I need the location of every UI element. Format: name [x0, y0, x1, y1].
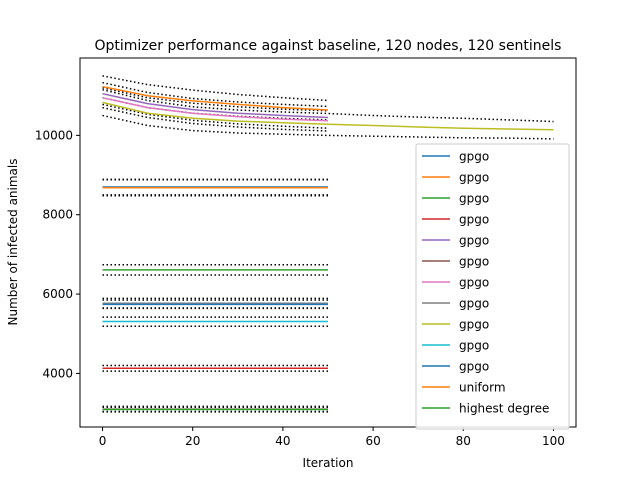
legend: gpgo gpgo gpgo gpgo gpgo gpgo gpgo gpgo gpgo gpgo… [415, 143, 570, 430]
plot-frame [79, 57, 577, 428]
y-tick-label: 6000 [42, 287, 73, 301]
legend-label: gpgo [459, 192, 489, 206]
x-tick-label: 60 [365, 434, 380, 448]
confidence-bound-line [102, 88, 554, 123]
x-tick-label: 100 [542, 434, 565, 448]
y-tick-label: 10000 [35, 128, 73, 142]
confidence-bound-line [102, 96, 329, 121]
legend-label: gpgo [459, 360, 489, 374]
legend-label: highest degree [459, 402, 549, 416]
x-tick-label: 80 [456, 434, 471, 448]
series-lines [102, 85, 554, 411]
x-tick-label: 40 [275, 434, 290, 448]
series-line [102, 92, 329, 119]
series-line [102, 96, 329, 122]
axis-ticks: 0 20 40 60 80 100 4000 6000 8000 10000 [35, 128, 565, 448]
legend-label: gpgo [459, 150, 489, 164]
legend-box [415, 143, 570, 430]
y-tick-label: 4000 [42, 366, 73, 380]
legend-label: gpgo [459, 297, 489, 311]
legend-label: gpgo [459, 171, 489, 185]
confidence-bound-line [102, 75, 329, 102]
chart-title: Optimizer performance against baseline, … [95, 38, 562, 54]
x-tick-label: 0 [99, 434, 107, 448]
y-axis-label: Number of infected animals [6, 159, 20, 326]
legend-label: gpgo [459, 318, 489, 332]
legend-label: gpgo [459, 276, 489, 290]
y-tick-label: 8000 [42, 208, 73, 222]
confidence-bands [102, 75, 554, 413]
series-line [102, 85, 329, 111]
legend-label: gpgo [459, 213, 489, 227]
x-axis-label: Iteration [303, 456, 354, 470]
series-line [102, 101, 554, 131]
legend-label: gpgo [459, 234, 489, 248]
x-tick-label: 20 [185, 434, 200, 448]
legend-label: uniform [459, 381, 506, 395]
confidence-bound-line [102, 114, 554, 140]
legend-label: gpgo [459, 339, 489, 353]
legend-label: gpgo [459, 255, 489, 269]
